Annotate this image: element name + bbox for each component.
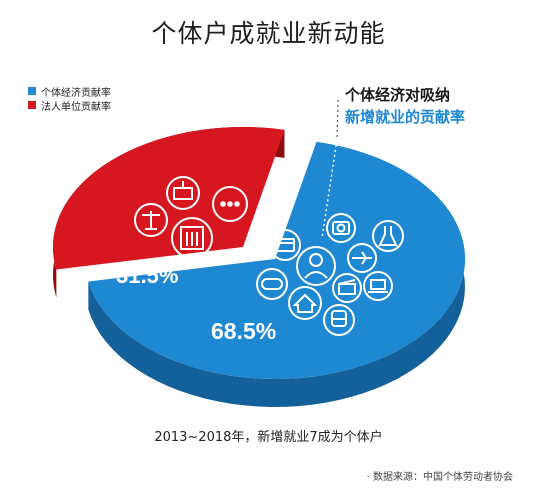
blue-slice-top: [88, 141, 465, 379]
pie-slice-individual: [88, 141, 465, 407]
flask-icon: [372, 220, 404, 252]
callout-connector: [321, 139, 338, 239]
train-icon: [323, 304, 355, 336]
gamepad-icon: [256, 268, 288, 300]
home-icon: [288, 286, 322, 320]
person-icon: [296, 246, 336, 286]
hospital-icon: [166, 176, 200, 210]
chart-title: 个体户成就业新动能: [151, 19, 386, 48]
legend: 个体经济贡献率 法人单位贡献率: [28, 84, 111, 113]
legend-label-individual: 个体经济贡献率: [41, 87, 111, 99]
scales-icon: [134, 203, 168, 237]
data-label-individual: 68.5%: [211, 318, 277, 344]
more-dots-icon: [212, 186, 248, 222]
data-label-corporate: 31.5%: [116, 263, 179, 288]
legend-item-corporate: 法人单位贡献率: [28, 98, 111, 113]
clapperboard-icon: [332, 273, 362, 303]
legend-swatch-blue: [28, 87, 36, 95]
callout: 个体经济对吸纳 新增就业的贡献率: [345, 84, 465, 128]
caption: 2013~2018年，新增就业7成为个体户: [154, 430, 383, 445]
legend-label-corporate: 法人单位贡献率: [41, 101, 111, 113]
callout-line1: 个体经济对吸纳: [345, 86, 451, 104]
airplane-icon: [347, 243, 377, 273]
laptop-icon: [363, 271, 393, 301]
callout-line2: 新增就业的贡献率: [345, 108, 466, 126]
legend-swatch-red: [28, 101, 36, 109]
office-building-icon: [171, 217, 213, 259]
camera-icon: [326, 213, 356, 243]
callout-connector-top: [336, 99, 339, 141]
source-note: · 数据来源：中国个体劳动者协会: [366, 472, 513, 483]
credit-card-icon: [269, 229, 301, 261]
legend-item-individual: 个体经济贡献率: [28, 84, 111, 99]
